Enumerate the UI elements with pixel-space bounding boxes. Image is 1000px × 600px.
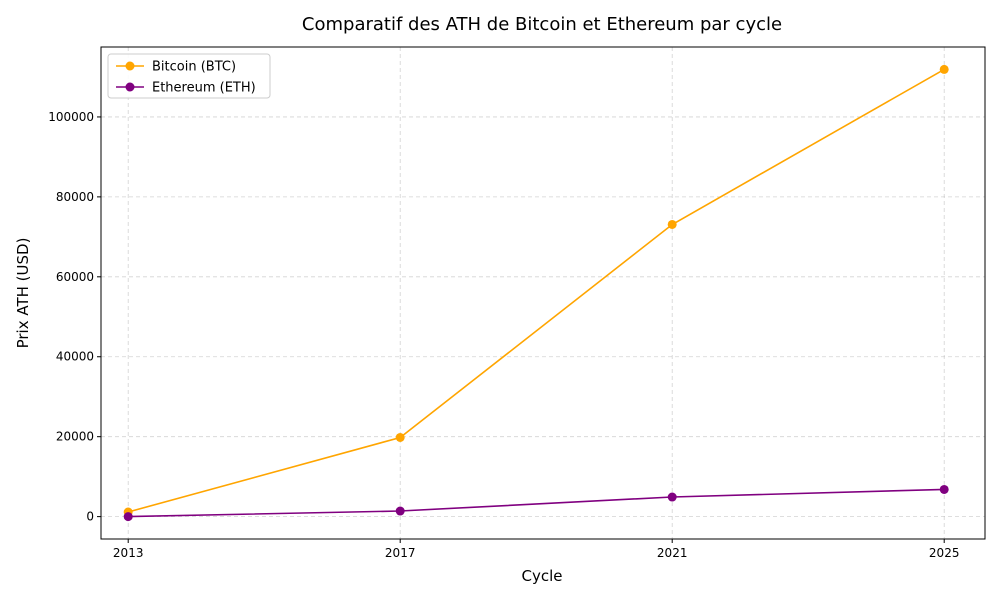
- data-point-ethereum-eth: [395, 506, 405, 516]
- data-point-ethereum-eth: [939, 484, 949, 494]
- legend-box: [107, 53, 271, 99]
- y-axis-title: Prix ATH (USD): [14, 238, 32, 349]
- data-point-bitcoin-btc: [395, 432, 405, 442]
- axis-ticks: 2013 2017 2021 2025 0 20000 40000 60000 80000 100…: [48, 110, 959, 560]
- data-point-bitcoin-btc: [667, 219, 677, 229]
- y-tick-label: 80000: [56, 190, 94, 204]
- x-tick-label: 2025: [929, 546, 960, 560]
- x-tick-label: 2017: [385, 546, 416, 560]
- y-tick-label: 20000: [56, 430, 94, 444]
- legend-marker: [125, 61, 135, 71]
- legend-label: Ethereum (ETH): [152, 81, 256, 96]
- legend-marker: [125, 82, 135, 92]
- y-tick-label: 60000: [56, 270, 94, 284]
- plot-area: [100, 46, 986, 540]
- legend: Bitcoin (BTC) Ethereum (ETH): [107, 53, 271, 99]
- chart-title: Comparatif des ATH de Bitcoin et Ethereu…: [302, 14, 782, 35]
- y-tick-label: 100000: [48, 110, 94, 124]
- grid: [101, 47, 985, 539]
- y-tick-label: 40000: [56, 350, 94, 364]
- data-point-bitcoin-btc: [939, 64, 949, 74]
- x-axis-title: Cycle: [522, 567, 563, 585]
- x-tick-label: 2021: [657, 546, 688, 560]
- y-tick-label: 0: [86, 510, 94, 524]
- series-line-bitcoin-btc: [127, 68, 945, 513]
- series-line-ethereum-eth: [128, 488, 945, 518]
- legend-label: Bitcoin (BTC): [152, 60, 236, 75]
- x-tick-label: 2013: [113, 546, 144, 560]
- data-point-ethereum-eth: [667, 492, 677, 502]
- series-group: [123, 64, 949, 522]
- data-point-ethereum-eth: [123, 512, 133, 522]
